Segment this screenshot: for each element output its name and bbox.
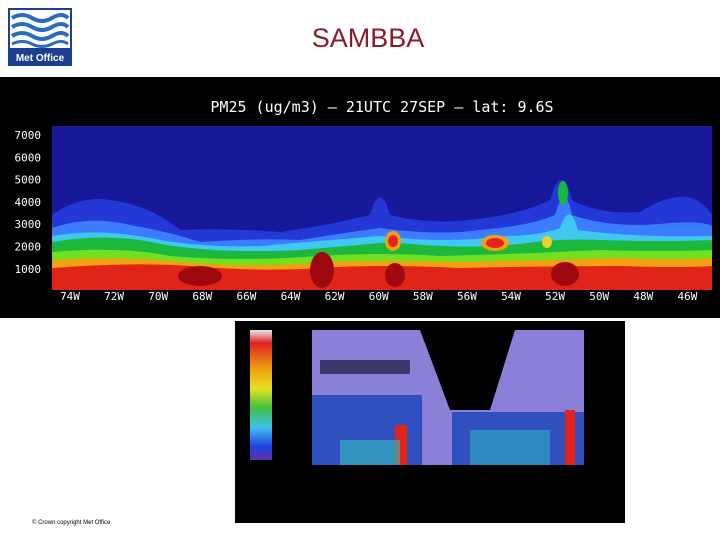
y-axis-label: 7000 <box>15 129 42 142</box>
y-axis-label: 4000 <box>15 196 42 209</box>
x-axis-label: 52W <box>545 290 565 303</box>
x-axis-label: 46W <box>677 290 697 303</box>
y-axis-label: 3000 <box>15 218 42 231</box>
x-axis-label: 74W <box>60 290 80 303</box>
figure-title: PM25 (ug/m3) — 21UTC 27SEP — lat: 9.6S <box>210 98 553 116</box>
cross-section-figure: PM25 (ug/m3) — 21UTC 27SEP — lat: 9.6S 7… <box>0 77 720 318</box>
x-axis-label: 70W <box>148 290 168 303</box>
x-axis-label: 56W <box>457 290 477 303</box>
logo: Met Office <box>8 8 72 66</box>
y-axis-label: 5000 <box>15 174 42 187</box>
y-axis-label: 6000 <box>15 151 42 164</box>
y-axis-label: 2000 <box>15 241 42 254</box>
copyright: © Crown copyright Met Office <box>32 519 111 526</box>
x-axis-label: 50W <box>589 290 609 303</box>
lidar-figure <box>235 321 625 523</box>
x-axis-label: 66W <box>236 290 256 303</box>
logo-text: Met Office <box>16 53 65 64</box>
x-axis-label: 64W <box>281 290 301 303</box>
x-axis-label: 54W <box>501 290 521 303</box>
x-axis-label: 58W <box>413 290 433 303</box>
x-axis-label: 60W <box>369 290 389 303</box>
y-axis-label: 1000 <box>15 263 42 276</box>
slide-title: SAMBBA <box>312 23 425 53</box>
x-axis-label: 48W <box>633 290 653 303</box>
x-axis-label: 68W <box>192 290 212 303</box>
x-axis-label: 72W <box>104 290 124 303</box>
x-axis-label: 62W <box>325 290 345 303</box>
